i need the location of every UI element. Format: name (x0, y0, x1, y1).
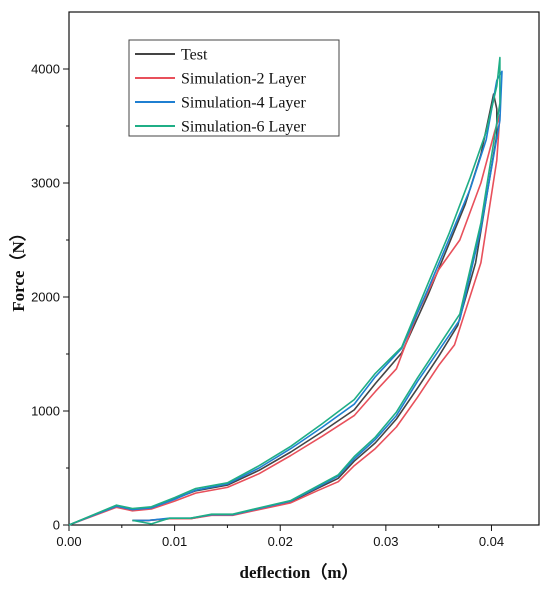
y-tick-label: 1000 (31, 404, 60, 419)
x-axis-title: deflection（m） (240, 562, 359, 582)
x-tick-label: 0.03 (373, 534, 398, 549)
x-tick-label: 0.01 (162, 534, 187, 549)
y-tick-label: 0 (53, 518, 60, 533)
series-line-2 (68, 113, 501, 526)
y-tick-label: 3000 (31, 176, 60, 191)
y-axis-ticks: 0 1000 2000 3000 4000 (31, 62, 69, 533)
x-tick-label: 0.02 (268, 534, 293, 549)
legend-label: Simulation-2 Layer (181, 71, 307, 88)
legend-label: Test (181, 47, 208, 64)
plot-frame (68, 11, 540, 526)
series-line-3 (68, 70, 503, 526)
series-group (68, 56, 503, 526)
y-tick-label: 4000 (31, 62, 60, 77)
legend-box (128, 39, 340, 137)
y-axis-title: Force（N） (8, 224, 28, 312)
x-tick-label: 0.04 (479, 534, 504, 549)
legend-items: Test Simulation-2 Layer Simulation-4 Layer… (135, 47, 307, 136)
legend: Test Simulation-2 Layer Simulation-4 Layer… (128, 39, 340, 137)
y-tick-label: 2000 (31, 290, 60, 305)
legend-label: Simulation-4 Layer (181, 95, 307, 112)
x-axis-ticks: 0.00 0.01 0.02 0.03 0.04 (56, 525, 504, 549)
legend-label: Simulation-6 Layer (181, 119, 307, 136)
x-tick-label: 0.00 (56, 534, 81, 549)
series-line-4 (68, 56, 501, 526)
